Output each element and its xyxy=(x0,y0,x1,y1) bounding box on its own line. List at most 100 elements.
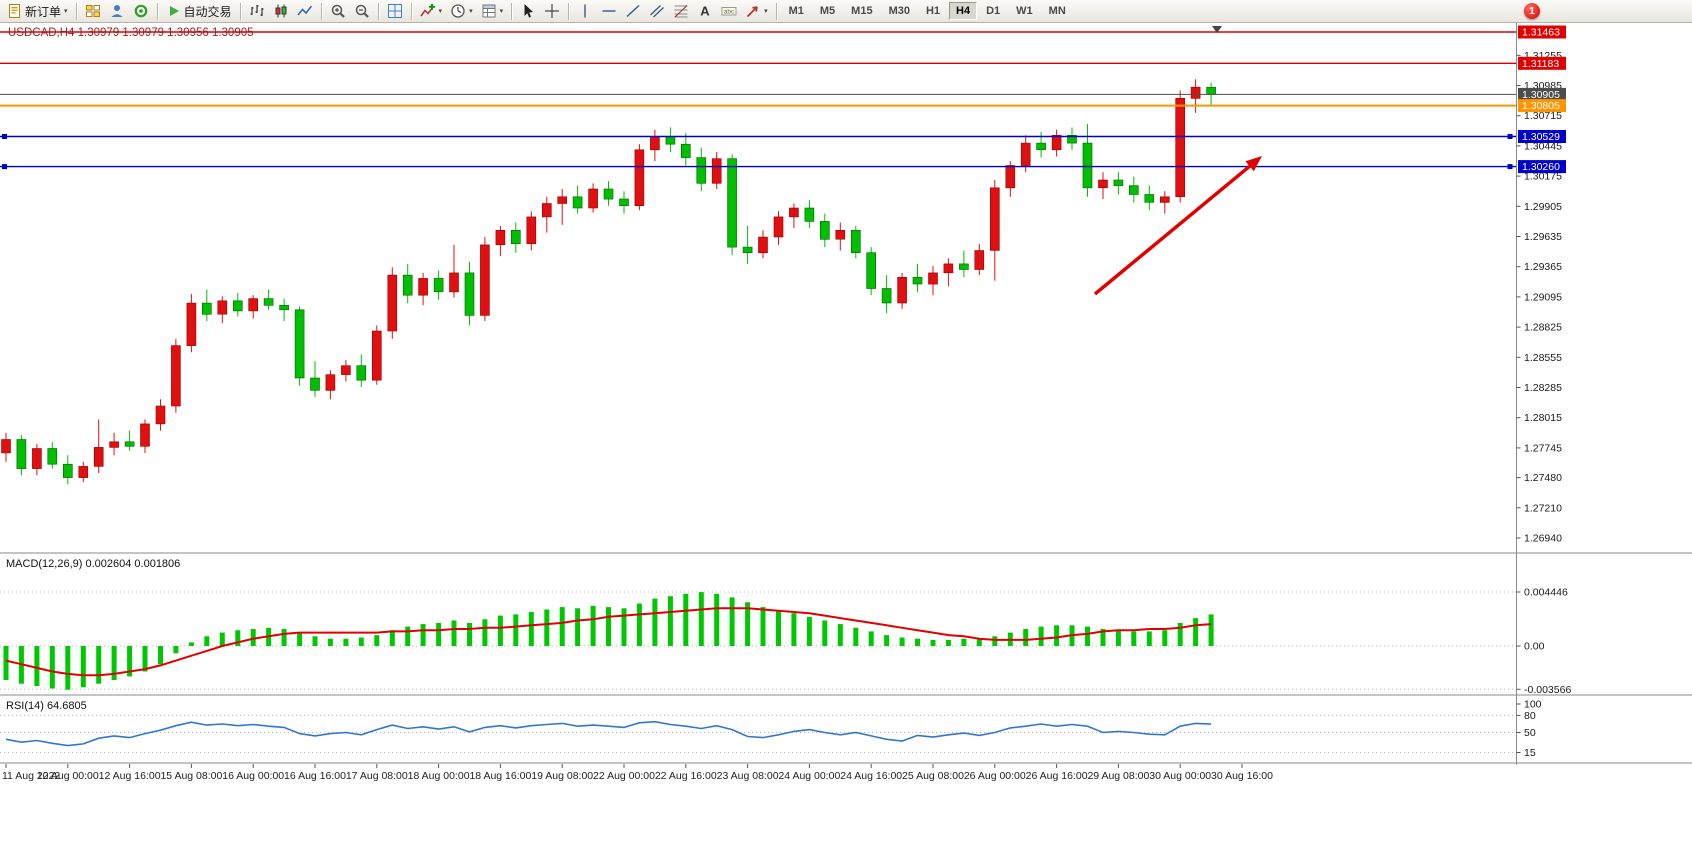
svg-text:29 Aug 08:00: 29 Aug 08:00 xyxy=(1087,770,1149,782)
autotrading-button[interactable]: 自动交易 xyxy=(162,1,236,22)
candlestick-chart-icon xyxy=(273,3,289,19)
timeframe-H4[interactable]: H4 xyxy=(949,2,978,20)
svg-text:-0.003566: -0.003566 xyxy=(1524,684,1571,696)
price-badge-1.30260: 1.30260 xyxy=(1518,160,1566,174)
tile-windows-button[interactable] xyxy=(383,1,407,22)
autotrading-icon xyxy=(166,3,182,19)
svg-text:18 Aug 16:00: 18 Aug 16:00 xyxy=(469,770,531,782)
zoom-out-icon xyxy=(354,3,370,19)
svg-text:1.26940: 1.26940 xyxy=(1524,533,1562,545)
line-handle[interactable] xyxy=(1507,134,1513,139)
svg-text:26 Aug 16:00: 26 Aug 16:00 xyxy=(1026,770,1088,782)
timeframe-M1[interactable]: M1 xyxy=(788,5,804,17)
toolbar-separator xyxy=(377,2,379,20)
svg-text:22 Aug 00:00: 22 Aug 00:00 xyxy=(593,770,655,782)
svg-text:0.00: 0.00 xyxy=(1524,641,1545,653)
text-button[interactable]: A xyxy=(693,1,717,22)
tile-windows-icon xyxy=(387,3,403,19)
hline-1.3026[interactable] xyxy=(0,164,1517,170)
periods-button[interactable]: ▾ xyxy=(446,1,477,22)
svg-text:abc: abc xyxy=(724,9,735,16)
chart-canvas[interactable]: USDCAD,H4 1.30979 1.30979 1.30956 1.3090… xyxy=(0,23,1692,846)
svg-text:24 Aug 00:00: 24 Aug 00:00 xyxy=(778,770,840,782)
channel-button[interactable] xyxy=(645,1,669,22)
svg-text:1.30445: 1.30445 xyxy=(1524,140,1562,152)
timeframe-W1[interactable]: W1 xyxy=(1016,5,1033,17)
chevron-down-icon: ▾ xyxy=(64,8,68,15)
arrows-icon xyxy=(745,3,761,19)
candlestick-chart-button[interactable] xyxy=(269,1,293,22)
trendline-icon xyxy=(625,3,641,19)
svg-text:23 Aug 08:00: 23 Aug 08:00 xyxy=(717,770,779,782)
svg-text:26 Aug 00:00: 26 Aug 00:00 xyxy=(964,770,1026,782)
bar-chart-button[interactable] xyxy=(245,1,269,22)
macd-label: MACD(12,26,9) 0.002604 0.001806 xyxy=(6,558,180,570)
svg-text:1.29905: 1.29905 xyxy=(1524,201,1562,213)
svg-text:1.27210: 1.27210 xyxy=(1524,502,1562,514)
vertical-line-button[interactable] xyxy=(573,1,597,22)
notification-badge[interactable]: 1 xyxy=(1524,3,1540,19)
svg-text:1.31463: 1.31463 xyxy=(1522,27,1560,39)
text-label-icon: abc xyxy=(721,3,737,19)
timeframe-H1[interactable]: H1 xyxy=(925,5,941,17)
horizontal-line-button[interactable] xyxy=(597,1,621,22)
svg-text:15: 15 xyxy=(1524,747,1536,759)
svg-text:1.29095: 1.29095 xyxy=(1524,291,1562,303)
chart-shift-marker xyxy=(1212,26,1222,33)
market-watch-button[interactable] xyxy=(105,1,129,22)
svg-text:15 Aug 08:00: 15 Aug 08:00 xyxy=(160,770,222,782)
svg-text:30 Aug 16:00: 30 Aug 16:00 xyxy=(1211,770,1273,782)
svg-text:12 Aug 16:00: 12 Aug 16:00 xyxy=(99,770,161,782)
text-icon: A xyxy=(697,3,713,19)
zoom-in-icon xyxy=(330,3,346,19)
svg-text:1.28285: 1.28285 xyxy=(1524,382,1562,394)
new-order-button[interactable]: 新订单 ▾ xyxy=(3,1,72,22)
toolbar-separator xyxy=(511,2,513,20)
data-window-button[interactable] xyxy=(129,1,153,22)
svg-text:0.004446: 0.004446 xyxy=(1524,587,1568,599)
channel-icon xyxy=(649,3,665,19)
cursor-button[interactable] xyxy=(516,1,540,22)
toolbar-separator xyxy=(775,2,777,20)
svg-text:1.30715: 1.30715 xyxy=(1524,110,1562,122)
charts-grid-button[interactable] xyxy=(81,1,105,22)
line-handle[interactable] xyxy=(2,134,7,139)
timeframe-M30[interactable]: M30 xyxy=(888,5,910,17)
svg-text:1.30260: 1.30260 xyxy=(1522,161,1560,173)
timeframe-M15[interactable]: M15 xyxy=(851,5,873,17)
charts-grid-icon xyxy=(85,3,101,19)
line-handle[interactable] xyxy=(1507,164,1513,170)
indicators-button[interactable]: ▾ xyxy=(416,1,447,22)
fibonacci-button[interactable] xyxy=(669,1,693,22)
line-chart-button[interactable] xyxy=(293,1,317,22)
timeframe-MN[interactable]: MN xyxy=(1048,5,1066,17)
line-handle[interactable] xyxy=(2,164,7,170)
arrows-button[interactable]: ▾ xyxy=(741,1,772,22)
text-label-button[interactable]: abc xyxy=(717,1,741,22)
templates-button[interactable]: ▾ xyxy=(477,1,508,22)
svg-text:19 Aug 08:00: 19 Aug 08:00 xyxy=(531,770,593,782)
cursor-icon xyxy=(520,3,536,19)
svg-text:1.29635: 1.29635 xyxy=(1524,231,1562,243)
zoom-out-button[interactable] xyxy=(350,1,374,22)
toolbar-separator xyxy=(239,2,241,20)
zoom-in-button[interactable] xyxy=(326,1,350,22)
svg-text:1.30905: 1.30905 xyxy=(1522,89,1560,101)
symbol-info: USDCAD,H4 1.30979 1.30979 1.30956 1.3090… xyxy=(8,27,254,39)
svg-text:22 Aug 16:00: 22 Aug 16:00 xyxy=(655,770,717,782)
trend-arrow[interactable] xyxy=(1093,156,1262,296)
svg-text:24 Aug 16:00: 24 Aug 16:00 xyxy=(840,770,902,782)
svg-text:80: 80 xyxy=(1524,710,1536,722)
hline-1.30529[interactable] xyxy=(0,134,1517,139)
rsi-label: RSI(14) 64.6805 xyxy=(6,700,87,712)
svg-text:1.27480: 1.27480 xyxy=(1524,472,1562,484)
autotrading-button-label: 自动交易 xyxy=(183,4,232,19)
timeframe-M5[interactable]: M5 xyxy=(819,5,836,17)
timeframe-D1[interactable]: D1 xyxy=(986,5,1001,17)
svg-text:16 Aug 00:00: 16 Aug 00:00 xyxy=(222,770,284,782)
trendline-button[interactable] xyxy=(621,1,645,22)
crosshair-button[interactable] xyxy=(540,1,564,22)
svg-text:1.28555: 1.28555 xyxy=(1524,352,1562,364)
chart-area[interactable]: USDCAD,H4 1.30979 1.30979 1.30956 1.3090… xyxy=(0,23,1692,846)
